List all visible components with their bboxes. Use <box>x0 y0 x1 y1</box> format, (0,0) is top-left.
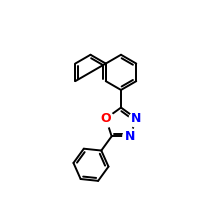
Text: N: N <box>125 130 136 143</box>
Text: N: N <box>131 112 141 125</box>
Text: O: O <box>101 112 111 125</box>
